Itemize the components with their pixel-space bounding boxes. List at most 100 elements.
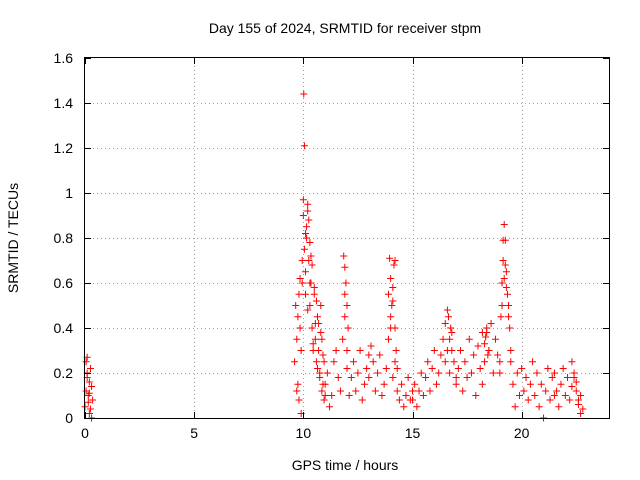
data-point <box>344 324 352 332</box>
data-point <box>445 313 453 321</box>
data-point <box>89 396 97 404</box>
data-point <box>533 369 541 377</box>
data-point <box>428 365 436 372</box>
data-point <box>341 290 349 298</box>
data-point <box>446 335 454 343</box>
data-point <box>305 216 313 224</box>
data-point <box>400 403 408 411</box>
data-point <box>494 351 502 359</box>
data-point <box>350 358 358 366</box>
data-point <box>548 374 556 381</box>
data-point <box>306 239 314 246</box>
data-point <box>577 392 585 399</box>
data-point <box>463 374 471 381</box>
data-point <box>343 347 351 354</box>
data-point <box>579 405 587 413</box>
data-point <box>343 302 351 309</box>
data-point <box>561 392 569 399</box>
data-point <box>476 365 484 372</box>
data-point <box>531 392 539 399</box>
data-point <box>365 351 373 359</box>
data-point <box>312 297 320 305</box>
x-tick-label: 10 <box>296 425 312 441</box>
data-point <box>391 324 399 332</box>
data-point <box>317 302 325 309</box>
data-point <box>309 340 317 348</box>
data-point <box>300 245 308 253</box>
data-point <box>302 230 310 237</box>
data-point <box>299 212 307 219</box>
data-point <box>505 313 513 321</box>
data-point <box>491 335 499 343</box>
data-point <box>515 392 523 399</box>
chart-title: Day 155 of 2024, SRMTID for receiver stp… <box>209 20 481 36</box>
grid <box>85 58 609 418</box>
data-point <box>308 261 316 269</box>
data-point <box>572 378 580 386</box>
data-point <box>419 392 427 399</box>
data-point <box>376 351 384 359</box>
data-point <box>314 313 322 321</box>
data-point <box>380 380 388 388</box>
data-point <box>430 347 438 354</box>
data-point <box>529 358 537 366</box>
data-point <box>564 374 572 381</box>
data-point <box>422 374 430 381</box>
data-point <box>474 342 482 350</box>
data-point <box>318 335 326 343</box>
data-point <box>304 207 312 215</box>
data-point <box>296 275 304 282</box>
data-point <box>465 335 473 343</box>
data-point <box>328 392 336 399</box>
data-point <box>501 261 509 269</box>
data-point <box>415 387 423 395</box>
data-point <box>318 387 326 395</box>
data-point <box>378 392 386 399</box>
data-point <box>537 380 545 388</box>
data-point <box>317 329 325 336</box>
data-point <box>553 387 561 395</box>
data-point <box>470 351 478 359</box>
x-tick-label: 15 <box>405 425 421 441</box>
data-point <box>487 320 495 327</box>
data-point <box>507 347 515 354</box>
data-point <box>365 374 373 381</box>
data-point <box>546 396 554 404</box>
data-point <box>393 365 401 372</box>
data-point <box>481 358 489 366</box>
plot-frame <box>84 57 610 419</box>
data-point <box>485 347 493 354</box>
data-point <box>323 369 331 377</box>
data-point <box>85 378 93 386</box>
data-point <box>336 387 344 395</box>
data-point <box>314 365 322 372</box>
data-point <box>426 387 434 395</box>
data-point <box>535 403 543 411</box>
data-point <box>85 389 93 397</box>
data-point <box>356 347 364 354</box>
data-point <box>557 380 565 388</box>
data-point <box>311 335 319 343</box>
data-point <box>343 365 351 372</box>
data-points <box>81 90 587 422</box>
data-point <box>315 347 323 354</box>
data-point <box>454 365 462 372</box>
data-point <box>496 358 504 366</box>
data-point <box>389 374 397 381</box>
data-point <box>296 324 304 332</box>
data-point <box>498 302 506 309</box>
data-point <box>448 329 456 336</box>
data-point <box>354 369 362 377</box>
data-point <box>293 335 301 343</box>
data-point <box>316 374 324 381</box>
axis-ticks <box>85 58 609 419</box>
data-point <box>526 380 534 388</box>
data-point <box>502 284 510 291</box>
data-point <box>447 324 455 332</box>
data-point <box>478 380 486 388</box>
data-point <box>386 254 394 262</box>
data-point <box>391 358 399 366</box>
data-point <box>391 257 399 264</box>
data-point <box>300 142 308 150</box>
data-point <box>367 342 375 350</box>
